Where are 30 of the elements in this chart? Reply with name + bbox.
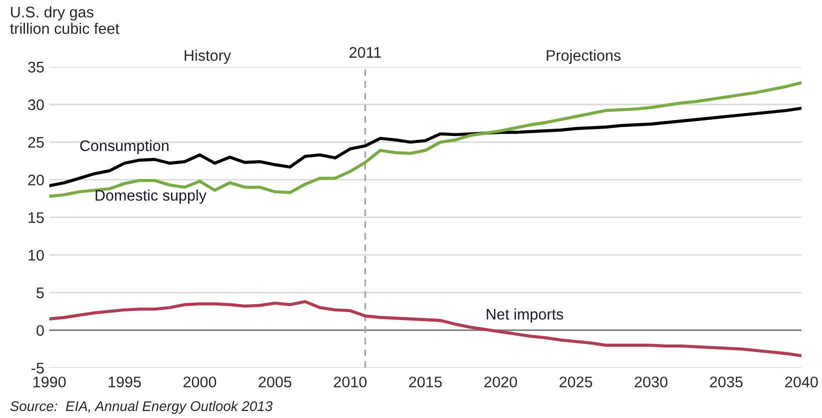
text: Projections [546, 50, 621, 64]
x-tick-label: 1990 [33, 376, 66, 388]
y-tick-label: 20 [28, 174, 44, 186]
source-note: Source: EIA, Annual Energy Outlook 2013 [10, 400, 272, 414]
y-axis-title: U.S. dry gas trillion cubic feet [10, 6, 120, 34]
y-tick-label: 25 [28, 136, 44, 148]
x-tick-label: 2010 [334, 376, 367, 388]
x-tick-label: 1995 [108, 376, 141, 388]
text: History [184, 50, 232, 64]
series-label: Net imports [486, 308, 564, 323]
x-tick-label: 2015 [409, 376, 442, 388]
x-tick-label: 2025 [560, 376, 592, 388]
y-tick-label: 10 [28, 250, 44, 261]
series-label: Consumption [80, 140, 168, 154]
y-tick-label: 35 [28, 62, 44, 73]
y-tick-label: 5 [36, 288, 44, 298]
line-series [49, 106, 802, 188]
y-tick-label: 30 [28, 99, 44, 110]
x-tick-label: 2020 [484, 376, 517, 388]
x-tick-label: 2005 [258, 376, 292, 388]
x-tick-label: 2030 [634, 376, 668, 388]
y-tick-label: 0 [36, 325, 44, 336]
ref-line-label: 2011 [350, 47, 381, 58]
x-tick-label: 2035 [710, 376, 743, 388]
x-tick-label: 2040 [785, 376, 818, 388]
x-tick-label: 2000 [184, 376, 216, 388]
series-label: Domestic supply [96, 190, 206, 204]
line-series [49, 300, 802, 358]
y-tick-label: -5 [32, 362, 44, 374]
y-tick-label: 15 [28, 212, 44, 224]
